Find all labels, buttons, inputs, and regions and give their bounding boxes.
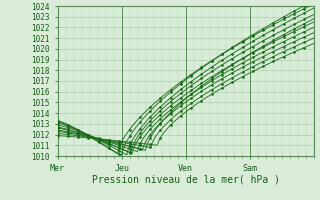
X-axis label: Pression niveau de la mer( hPa ): Pression niveau de la mer( hPa ) <box>92 175 280 185</box>
